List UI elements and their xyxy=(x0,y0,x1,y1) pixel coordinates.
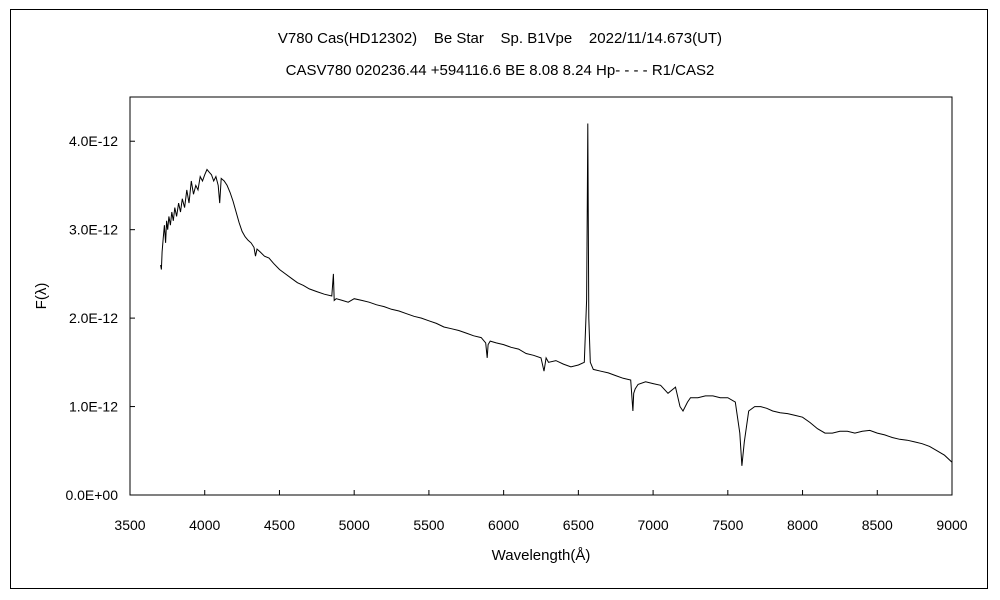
x-tick-label: 8500 xyxy=(862,517,893,533)
y-tick-label: 4.0E-12 xyxy=(69,133,118,149)
x-tick-label: 9000 xyxy=(936,517,967,533)
x-tick-label: 8000 xyxy=(787,517,818,533)
x-tick-label: 7000 xyxy=(638,517,669,533)
y-tick-label: 0.0E+00 xyxy=(65,487,118,503)
x-tick-label: 6000 xyxy=(488,517,519,533)
chart-frame xyxy=(10,9,988,589)
x-tick-label: 4000 xyxy=(189,517,220,533)
x-tick-label: 5000 xyxy=(339,517,370,533)
chart-title: V780 Cas(HD12302) Be Star Sp. B1Vpe 2022… xyxy=(277,30,723,47)
x-tick-label: 5500 xyxy=(413,517,444,533)
y-tick-label: 1.0E-12 xyxy=(69,399,118,415)
y-axis-label: F(λ) xyxy=(33,283,50,310)
x-axis: 3500 4000 4500 5000 5500 6000 6500 7000 7500 8000… xyxy=(114,490,968,533)
spectrum-line xyxy=(160,123,953,466)
x-axis-label: Wavelength(Å) xyxy=(492,547,591,564)
x-tick-label: 3500 xyxy=(114,517,145,533)
y-tick-label: 2.0E-12 xyxy=(69,310,118,326)
y-axis: 0.0E+00 1.0E-12 2.0E-12 3.0E-12 4.0E-12 xyxy=(65,133,135,503)
x-tick-label: 4500 xyxy=(264,517,295,533)
x-tick-label: 7500 xyxy=(712,517,743,533)
plot-area xyxy=(129,96,953,496)
chart-subtitle: CASV780 020236.44 +594116.6 BE 8.08 8.24… xyxy=(285,62,715,79)
y-tick-label: 3.0E-12 xyxy=(69,222,118,238)
x-tick-label: 6500 xyxy=(563,517,594,533)
